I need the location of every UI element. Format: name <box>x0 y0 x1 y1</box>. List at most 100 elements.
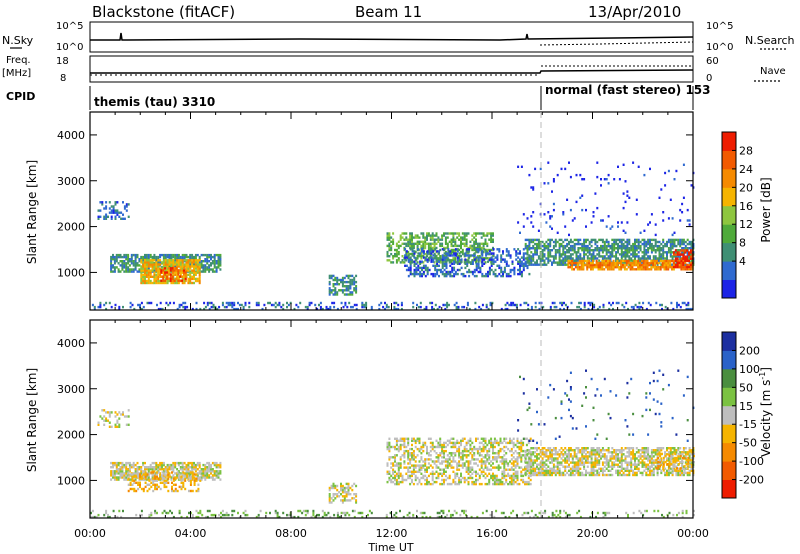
power-cell <box>280 305 283 309</box>
power-cell <box>436 307 439 311</box>
power-cell <box>680 249 683 252</box>
power-cell <box>351 278 354 282</box>
power-cell <box>471 246 474 250</box>
power-cell <box>147 271 150 274</box>
power-cell <box>448 303 450 307</box>
power-cell <box>426 252 429 255</box>
velocity-cell <box>157 471 160 474</box>
power-cell <box>590 259 593 262</box>
power-cell <box>686 219 689 222</box>
velocity-cell <box>458 460 461 463</box>
power-cell <box>108 211 111 214</box>
velocity-cell <box>206 474 209 477</box>
power-cell <box>484 248 487 252</box>
power-cell <box>370 307 373 311</box>
power-cell <box>466 254 469 257</box>
velocity-cell <box>405 472 408 475</box>
velocity-cell <box>127 461 130 465</box>
power-cell <box>682 251 685 254</box>
velocity-cell <box>480 441 483 445</box>
power-cell <box>682 268 685 271</box>
power-cell <box>477 248 480 251</box>
power-cell <box>120 217 123 220</box>
velocity-cell <box>414 441 417 445</box>
power-cell <box>490 262 493 265</box>
velocity-cell <box>134 472 137 475</box>
velocity-cell <box>443 482 445 486</box>
velocity-cell <box>155 468 158 471</box>
power-cell <box>405 252 408 256</box>
power-cell <box>666 255 668 258</box>
power-cell <box>184 279 187 282</box>
power-cell <box>129 305 132 309</box>
power-cell <box>509 268 512 272</box>
power-cell <box>185 253 188 257</box>
power-cell <box>627 261 630 265</box>
power-cell <box>328 287 331 290</box>
velocity-cell <box>142 478 145 481</box>
power-cell <box>500 260 503 263</box>
velocity-cell <box>463 447 466 451</box>
power-cell <box>161 281 163 285</box>
power-cell <box>581 249 584 252</box>
power-cell <box>578 301 581 305</box>
power-cell <box>662 211 665 214</box>
power-cell <box>418 236 421 239</box>
velocity-cell <box>172 483 175 486</box>
power-cell <box>122 217 124 220</box>
velocity-cell <box>429 458 432 461</box>
power-cell <box>644 259 647 263</box>
power-cell <box>530 257 533 260</box>
power-cell <box>424 268 427 272</box>
power-cell <box>479 256 482 259</box>
power-cell <box>673 178 676 181</box>
power-cell <box>678 259 681 263</box>
power-cell <box>594 238 597 242</box>
velocity-cell <box>424 441 427 445</box>
power-cell <box>452 240 455 243</box>
power-cell <box>144 269 146 272</box>
power-cell <box>437 240 440 243</box>
power-cell <box>432 274 435 278</box>
power-cell <box>492 252 495 255</box>
power-cell <box>420 244 423 248</box>
velocity-cell <box>211 468 214 471</box>
velocity-cell <box>480 460 483 463</box>
power-cell <box>231 305 234 309</box>
velocity-cell <box>461 452 464 455</box>
power-cell <box>415 272 418 276</box>
power-cell <box>624 240 627 244</box>
power-cell <box>517 252 520 255</box>
velocity-cell <box>431 478 434 482</box>
velocity-cell <box>186 475 189 478</box>
power-cell <box>625 261 628 265</box>
power-cell <box>577 251 580 254</box>
power-cell <box>443 261 445 264</box>
power-cell <box>176 271 179 274</box>
power-cell <box>395 244 398 248</box>
power-cell <box>632 247 635 250</box>
power-cell <box>121 255 124 259</box>
velocity-cell <box>200 474 203 477</box>
power-cell <box>641 238 644 242</box>
power-cell <box>534 305 537 309</box>
power-cell <box>680 263 683 267</box>
power-cell <box>627 307 629 311</box>
power-cell <box>416 303 418 307</box>
power-cell <box>481 272 484 276</box>
power-cell <box>452 238 455 241</box>
velocity-cell <box>446 460 449 463</box>
power-cell <box>576 268 579 271</box>
power-cell <box>208 268 211 271</box>
velocity-cell <box>112 474 114 477</box>
velocity-cell <box>399 472 402 475</box>
power-cell <box>128 268 131 271</box>
power-cell <box>413 268 416 272</box>
velocity-cell <box>499 460 502 463</box>
velocity-cell <box>439 454 442 457</box>
power-cell <box>611 251 614 254</box>
velocity-cell <box>441 482 444 486</box>
power-cell <box>613 240 616 244</box>
power-cell <box>203 301 206 305</box>
power-cell <box>632 259 635 262</box>
